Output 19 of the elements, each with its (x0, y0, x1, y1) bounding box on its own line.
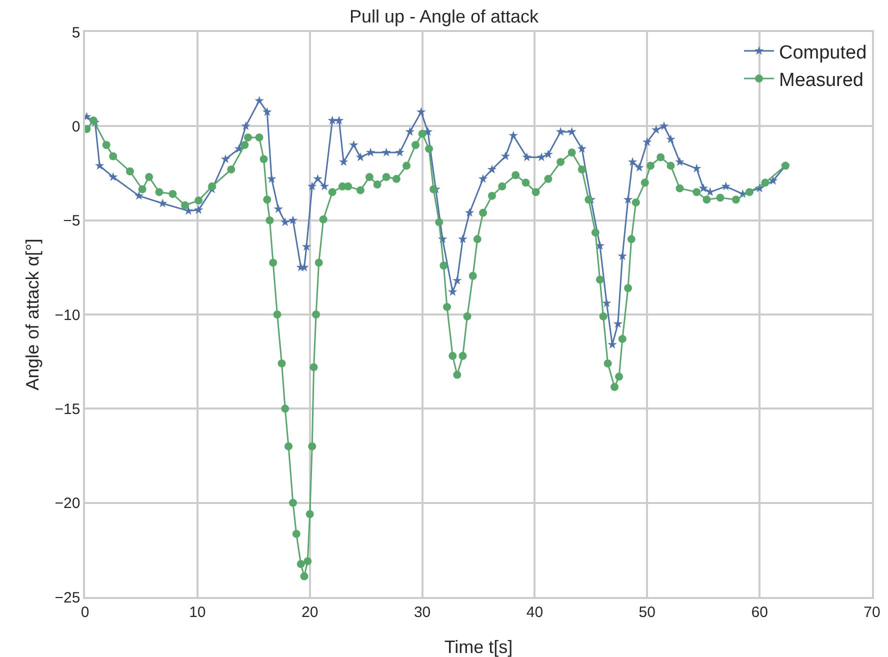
chart-title: Pull up - Angle of attack (349, 6, 540, 26)
legend-label: Computed (779, 42, 867, 64)
y-axis-title: Angle of attack α[°] (22, 238, 42, 390)
x-axis-title: Time t[s] (444, 637, 513, 657)
x-tick-label: 30 (414, 604, 431, 621)
x-tick-label: 20 (302, 604, 318, 621)
x-tick-label: 10 (189, 604, 206, 621)
y-tick-label: −5 (63, 212, 80, 230)
y-tick-label: −20 (54, 495, 80, 512)
y-tick-label: −15 (54, 400, 80, 418)
x-tick-label: 60 (751, 604, 768, 621)
legend-label: Measured (779, 70, 864, 91)
y-tick-label: −25 (54, 589, 80, 606)
y-tick-label: −10 (54, 306, 80, 324)
x-tick-label: 40 (526, 604, 544, 621)
y-tick-label: 0 (72, 118, 80, 136)
y-tick-label: 5 (72, 24, 80, 42)
x-tick-label: 70 (864, 604, 880, 621)
x-tick-label: 50 (638, 604, 656, 621)
